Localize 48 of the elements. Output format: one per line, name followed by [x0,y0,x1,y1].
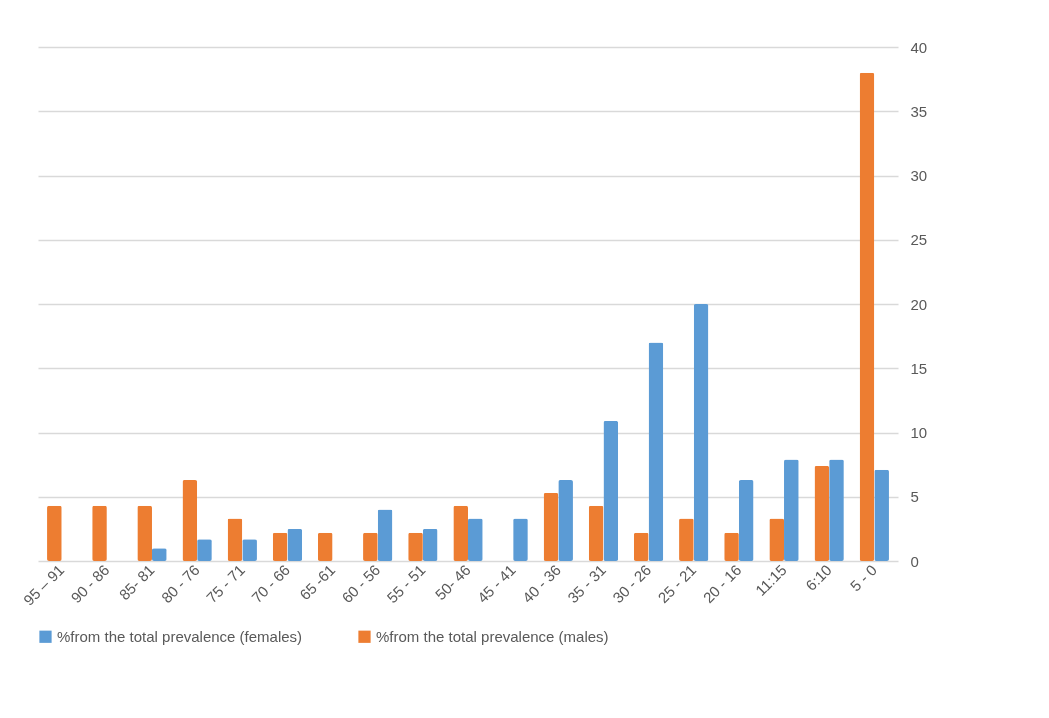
x-tick-label: 5 - 0 [846,561,880,595]
legend-label: %from the total prevalence (males) [376,627,609,645]
bar [814,465,830,561]
y-tick-label: 5 [910,488,919,506]
y-tick-label: 10 [910,424,928,441]
x-tick-label: 20 - 16 [699,561,745,607]
y-tick-label: 0 [910,552,919,570]
x-tick-label: 55 - 51 [383,561,429,607]
bar [182,480,198,561]
bar [453,505,468,561]
x-tick-label: 45 - 41 [473,561,519,607]
x-tick-label: 65 -61 [296,561,339,604]
bar [588,505,604,561]
bar [738,480,754,561]
x-tick-label: 6:10 [802,561,835,594]
bar [317,532,333,561]
bar [693,304,709,561]
bar [633,532,649,561]
x-tick-label: 25 - 21 [654,561,700,607]
y-tick-label: 30 [910,167,928,184]
x-tick-label: 80 - 76 [157,561,203,607]
x-tick-label: 60 - 56 [338,561,384,607]
y-tick-label: 35 [910,102,928,120]
x-tick-label: 85- 81 [115,561,158,604]
y-tick-label: 15 [910,359,928,377]
bar [468,518,483,561]
y-tick-label: 20 [910,295,928,313]
bar [648,342,664,561]
legend-label: %from the total prevalence (females) [57,627,303,645]
y-tick-label: 25 [910,231,928,249]
x-tick-label: 50- 46 [431,561,474,604]
bar [227,518,243,561]
bar [377,509,393,561]
bar [287,528,303,561]
bar [422,528,438,561]
x-tick-label: 30 - 26 [609,561,655,607]
bar [859,72,875,561]
x-tick-label: 90 - 86 [67,561,113,607]
x-tick-label: 40 - 36 [518,561,564,607]
x-tick-label: 35 - 31 [564,561,610,607]
bar [543,492,559,561]
bar [272,532,288,561]
y-tick-label: 40 [910,38,928,56]
x-tick-label: 75 - 71 [202,561,248,607]
bar [769,518,785,561]
bar [603,420,619,561]
x-tick-label: 70 - 66 [248,561,294,607]
x-tick-label: 95 – 91 [19,561,68,609]
